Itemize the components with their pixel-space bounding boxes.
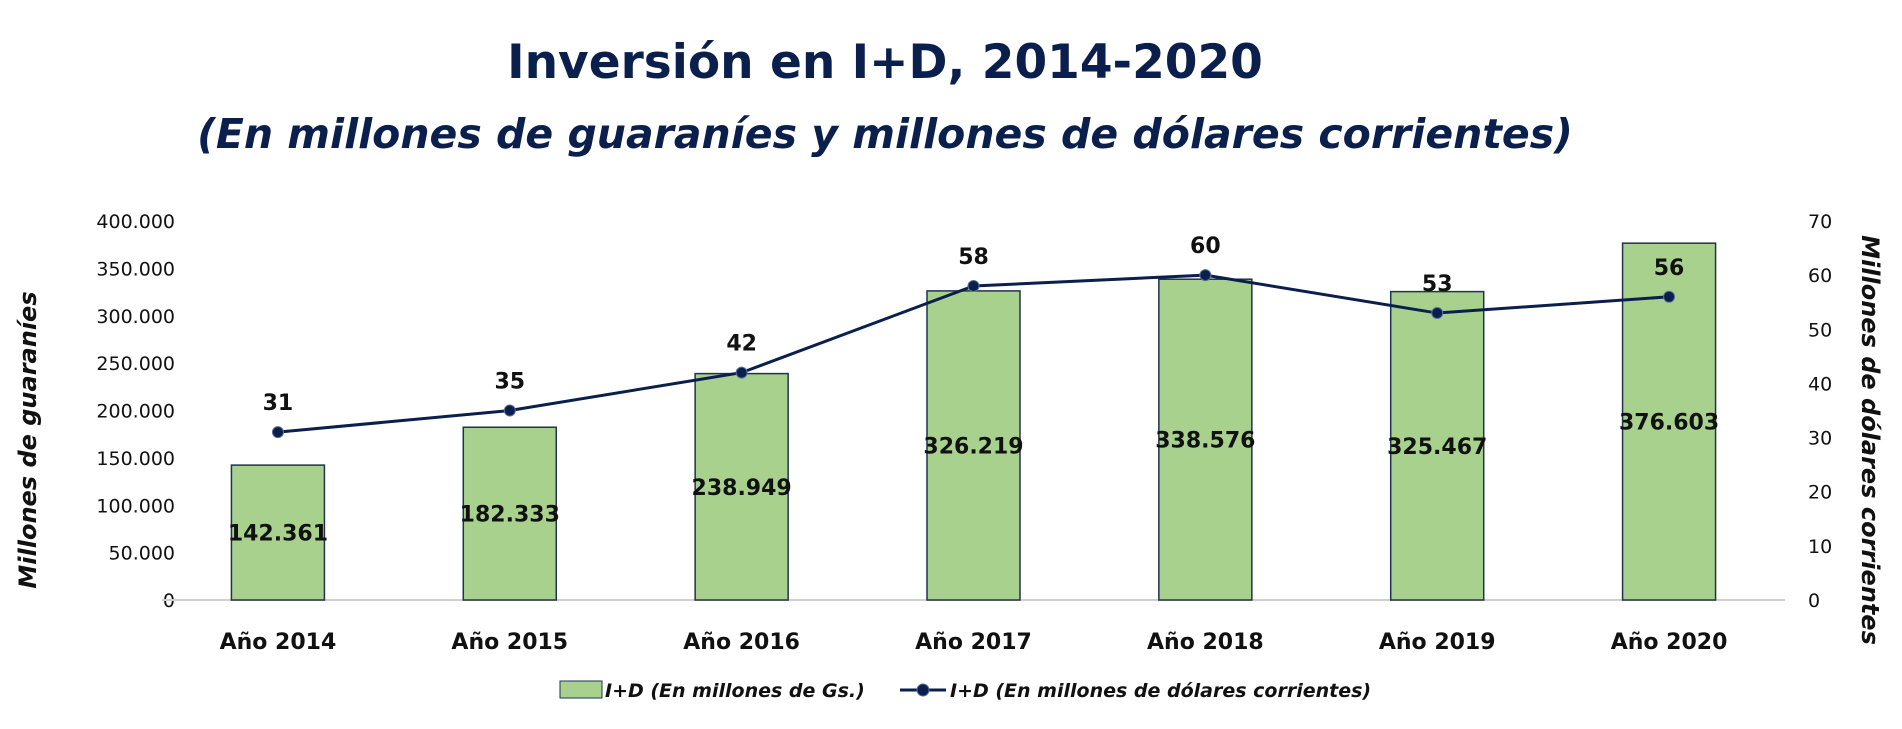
bar <box>694 372 789 601</box>
bar-series <box>230 242 1717 601</box>
bar <box>462 426 558 601</box>
x-category-label: Año 2016 <box>683 630 800 655</box>
legend-bar-swatch <box>559 680 603 699</box>
line-point <box>1199 269 1212 282</box>
y2-tick-label: 60 <box>1808 265 1832 287</box>
y-axis-ticks: 050.000100.000150.000200.000250.000300.0… <box>96 211 175 612</box>
line-data-labels: 31 35 42 58 60 53 56 <box>263 234 1685 416</box>
x-category-label: Año 2019 <box>1379 630 1496 655</box>
y2-tick-label: 20 <box>1808 482 1832 504</box>
x-category-label: Año 2020 <box>1611 630 1728 655</box>
y-tick-label: 100.000 <box>96 495 175 517</box>
x-category-label: Año 2014 <box>220 630 337 655</box>
legend-line-marker <box>916 683 930 697</box>
bar-value-label: 238.949 <box>692 476 792 501</box>
y-tick-label: 200.000 <box>96 401 175 423</box>
y-tick-label: 250.000 <box>96 353 175 375</box>
y-axis-title: Millones de guaraníes <box>14 291 42 588</box>
x-axis-categories: Año 2014 Año 2015 Año 2016 Año 2017 Año 2018… <box>220 630 1728 655</box>
legend-bar-label: I+D (En millones de Gs.) <box>605 680 865 702</box>
y2-axis-title: Millones de dólares corrientes <box>1856 235 1884 645</box>
x-category-label: Año 2015 <box>451 630 568 655</box>
line-point <box>967 279 980 292</box>
bar <box>230 464 326 601</box>
y-tick-label: 150.000 <box>96 448 175 470</box>
line-value-label: 31 <box>263 391 294 416</box>
chart-subtitle: (En millones de guaraníes y millones de … <box>197 110 1573 158</box>
line-point <box>271 426 284 439</box>
line-value-label: 42 <box>726 332 757 357</box>
y2-tick-label: 30 <box>1808 428 1832 450</box>
line-point <box>503 404 516 417</box>
bar-value-label: 325.467 <box>1387 435 1487 460</box>
x-category-label: Año 2018 <box>1147 630 1264 655</box>
bar <box>1158 278 1253 601</box>
y2-tick-label: 10 <box>1808 536 1832 558</box>
legend-line-label: I+D (En millones de dólares corrientes) <box>950 680 1371 702</box>
x-category-label: Año 2017 <box>915 630 1032 655</box>
line-value-label: 56 <box>1654 256 1685 281</box>
bar-value-label: 182.333 <box>460 503 560 528</box>
y-tick-label: 350.000 <box>96 258 175 280</box>
bar-value-label: 338.576 <box>1155 429 1255 454</box>
chart-title: Inversión en I+D, 2014-2020 <box>507 35 1263 90</box>
y2-axis-ticks: 0 10 20 30 40 50 60 70 <box>1808 211 1832 612</box>
line-value-label: 58 <box>958 245 989 270</box>
y-tick-label: 400.000 <box>96 211 175 233</box>
y2-tick-label: 40 <box>1808 373 1832 395</box>
y2-tick-label: 70 <box>1808 211 1832 233</box>
line-series <box>271 269 1676 439</box>
bar-value-label: 326.219 <box>923 434 1023 459</box>
line-value-label: 60 <box>1190 234 1221 259</box>
bar-value-label: 142.361 <box>228 522 328 547</box>
bar <box>1389 290 1485 601</box>
y-tick-label: 300.000 <box>96 306 175 328</box>
legend: I+D (En millones de Gs.) I+D (En millone… <box>559 680 1371 702</box>
y2-tick-label: 50 <box>1808 319 1832 341</box>
line-value-label: 35 <box>494 370 525 395</box>
line-point <box>1663 290 1676 303</box>
line-point <box>1431 307 1444 320</box>
bar-value-label: 376.603 <box>1619 411 1719 436</box>
bar-data-labels: 142.361 182.333 238.949 326.219 338.576 325.4… <box>228 411 1719 547</box>
y2-tick-label: 0 <box>1808 590 1820 612</box>
line-value-label: 53 <box>1422 272 1453 297</box>
y-tick-label: 50.000 <box>109 543 175 565</box>
line-point <box>735 366 748 379</box>
bar <box>926 290 1021 601</box>
